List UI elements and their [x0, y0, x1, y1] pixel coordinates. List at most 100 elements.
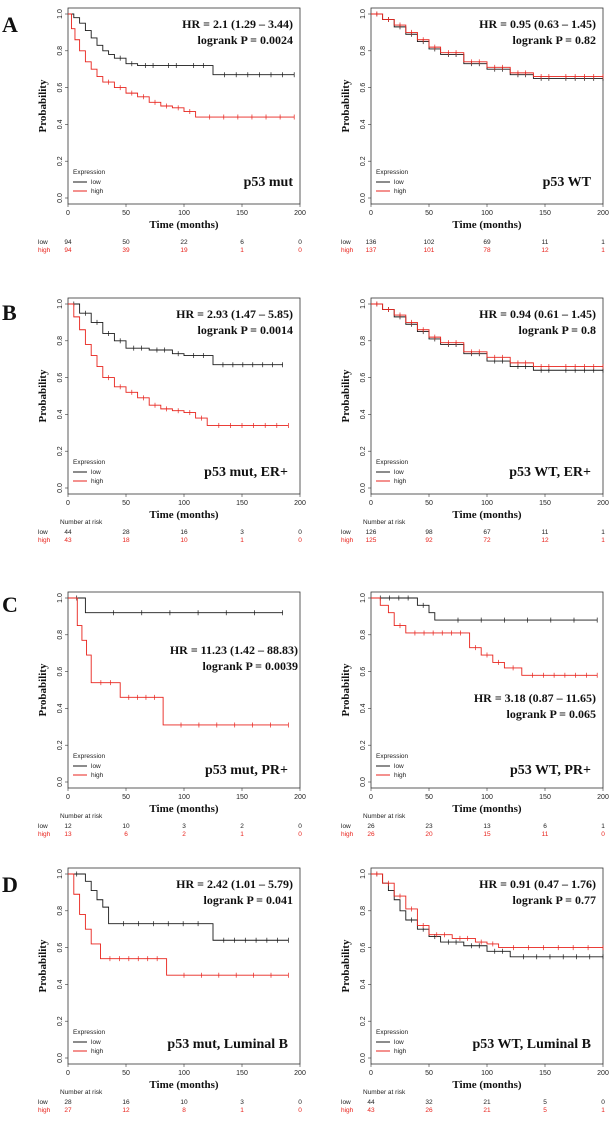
y-tick-label: 0.0 [360, 1053, 367, 1063]
risk-count-low: 3 [182, 823, 186, 830]
risk-count-low: 1 [601, 529, 605, 536]
subgroup-label: p53 mut [244, 175, 294, 190]
legend-label-low: low [91, 469, 101, 476]
y-tick-label: 0.6 [360, 373, 367, 383]
x-axis-title: Time (months) [452, 219, 521, 231]
legend-label-low: low [394, 179, 404, 186]
panel-letter-c: C [2, 592, 18, 617]
legend-label-low: low [394, 1039, 404, 1046]
logrank-p: logrank P = 0.77 [512, 893, 596, 907]
x-tick-label: 150 [236, 794, 248, 801]
subgroup-label: p53 mut, Luminal B [167, 1037, 288, 1052]
y-axis-title: Probability [37, 939, 49, 992]
risk-count-high: 1 [240, 247, 244, 254]
risk-row-label-high: high [341, 247, 354, 254]
risk-count-high: 13 [64, 831, 72, 838]
risk-count-high: 72 [483, 537, 491, 544]
legend-label-high: high [394, 188, 407, 195]
x-tick-label: 100 [178, 500, 190, 507]
y-tick-label: 0.0 [57, 777, 64, 787]
x-tick-label: 150 [539, 1070, 551, 1077]
risk-count-low: 0 [298, 529, 302, 536]
risk-count-high: 0 [298, 1107, 302, 1114]
risk-count-low: 16 [180, 529, 188, 536]
risk-count-low: 22 [180, 239, 188, 246]
risk-table-title: Number at risk [60, 813, 103, 820]
km-curve-low [371, 597, 598, 621]
x-tick-label: 100 [481, 1070, 493, 1077]
risk-count-high: 0 [298, 537, 302, 544]
y-axis-title: Probability [340, 79, 352, 132]
risk-count-high: 1 [601, 247, 605, 254]
risk-count-low: 50 [122, 239, 130, 246]
y-tick-label: 0.6 [57, 667, 64, 677]
x-tick-label: 50 [122, 210, 130, 217]
y-tick-label: 0.0 [360, 777, 367, 787]
logrank-p: logrank P = 0.065 [506, 707, 596, 721]
risk-table-title: Number at risk [60, 1089, 103, 1096]
km-curve-high [371, 597, 598, 676]
y-tick-label: 0.8 [57, 906, 64, 916]
legend-label-high: high [394, 1048, 407, 1055]
y-tick-label: 0.0 [57, 483, 64, 493]
risk-count-high: 125 [366, 537, 377, 544]
legend-title: Expression [376, 1029, 409, 1036]
risk-row-label-low: low [341, 239, 351, 246]
y-tick-label: 0.0 [360, 483, 367, 493]
y-tick-label: 0.6 [57, 373, 64, 383]
hazard-ratio: HR = 0.91 (0.47 – 1.76) [479, 877, 596, 891]
risk-count-high: 1 [601, 1107, 605, 1114]
risk-count-high: 0 [298, 831, 302, 838]
y-axis-title: Probability [37, 79, 49, 132]
risk-count-low: 67 [483, 529, 491, 536]
y-tick-label: 0.8 [57, 46, 64, 56]
y-tick-label: 0.2 [360, 156, 367, 166]
risk-count-high: 1 [240, 831, 244, 838]
risk-count-high: 10 [180, 537, 188, 544]
risk-count-low: 32 [425, 1099, 433, 1106]
risk-count-high: 101 [424, 247, 435, 254]
legend-title: Expression [376, 753, 409, 760]
risk-count-high: 0 [298, 247, 302, 254]
subgroup-label: p53 mut, ER+ [204, 465, 288, 480]
risk-row-label-low: low [38, 529, 48, 536]
risk-count-high: 1 [240, 1107, 244, 1114]
x-tick-label: 0 [66, 794, 70, 801]
risk-count-low: 69 [483, 239, 491, 246]
km-curve-low [68, 13, 295, 76]
km-curve-low [68, 873, 289, 941]
risk-row-label-high: high [341, 1107, 354, 1114]
risk-count-low: 1 [601, 823, 605, 830]
x-tick-label: 0 [66, 1070, 70, 1077]
x-tick-label: 0 [66, 210, 70, 217]
x-axis-title: Time (months) [149, 219, 218, 231]
y-tick-label: 0.2 [57, 156, 64, 166]
subgroup-label: p53 WT [543, 175, 592, 190]
x-tick-label: 0 [369, 1070, 373, 1077]
y-tick-label: 1.0 [360, 593, 367, 603]
risk-count-high: 94 [64, 247, 72, 254]
subgroup-label: p53 WT, ER+ [509, 465, 591, 480]
panel-letter-d: D [2, 872, 18, 897]
km-curve-high [68, 303, 289, 426]
x-tick-label: 150 [539, 210, 551, 217]
risk-count-high: 92 [425, 537, 433, 544]
risk-count-high: 26 [367, 831, 375, 838]
y-tick-label: 0.6 [57, 83, 64, 93]
risk-count-high: 5 [543, 1107, 547, 1114]
y-tick-label: 1.0 [57, 593, 64, 603]
y-tick-label: 0.8 [360, 630, 367, 640]
legend-label-high: high [91, 1048, 104, 1055]
risk-count-low: 10 [122, 823, 130, 830]
risk-count-low: 94 [64, 239, 72, 246]
x-tick-label: 150 [236, 210, 248, 217]
x-tick-label: 150 [539, 794, 551, 801]
panel-letter-b: B [2, 300, 17, 325]
risk-count-high: 1 [240, 537, 244, 544]
y-tick-label: 0.8 [360, 336, 367, 346]
x-tick-label: 0 [66, 500, 70, 507]
y-tick-label: 0.2 [57, 1016, 64, 1026]
risk-row-label-high: high [38, 1107, 51, 1114]
risk-count-low: 28 [122, 529, 130, 536]
